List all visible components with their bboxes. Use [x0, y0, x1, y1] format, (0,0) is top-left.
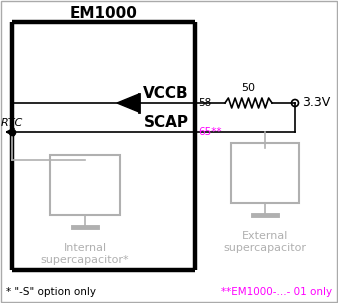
- Text: * "-S" option only: * "-S" option only: [6, 287, 96, 297]
- Polygon shape: [117, 94, 139, 112]
- Text: EM1000: EM1000: [70, 5, 138, 21]
- Text: SCAP: SCAP: [144, 115, 189, 130]
- Text: 65**: 65**: [198, 127, 221, 137]
- Text: 58: 58: [198, 98, 211, 108]
- Bar: [50, 155, 120, 215]
- Text: 3.3V: 3.3V: [302, 96, 330, 109]
- Text: External
supercapacitor: External supercapacitor: [223, 231, 307, 253]
- Text: 50: 50: [241, 83, 256, 93]
- Bar: [231, 143, 299, 203]
- Text: Internal
supercapacitor*: Internal supercapacitor*: [41, 243, 129, 265]
- Text: RTC: RTC: [1, 118, 23, 128]
- Text: **EM1000-...- 01 only: **EM1000-...- 01 only: [221, 287, 332, 297]
- Text: VCCB: VCCB: [143, 86, 189, 101]
